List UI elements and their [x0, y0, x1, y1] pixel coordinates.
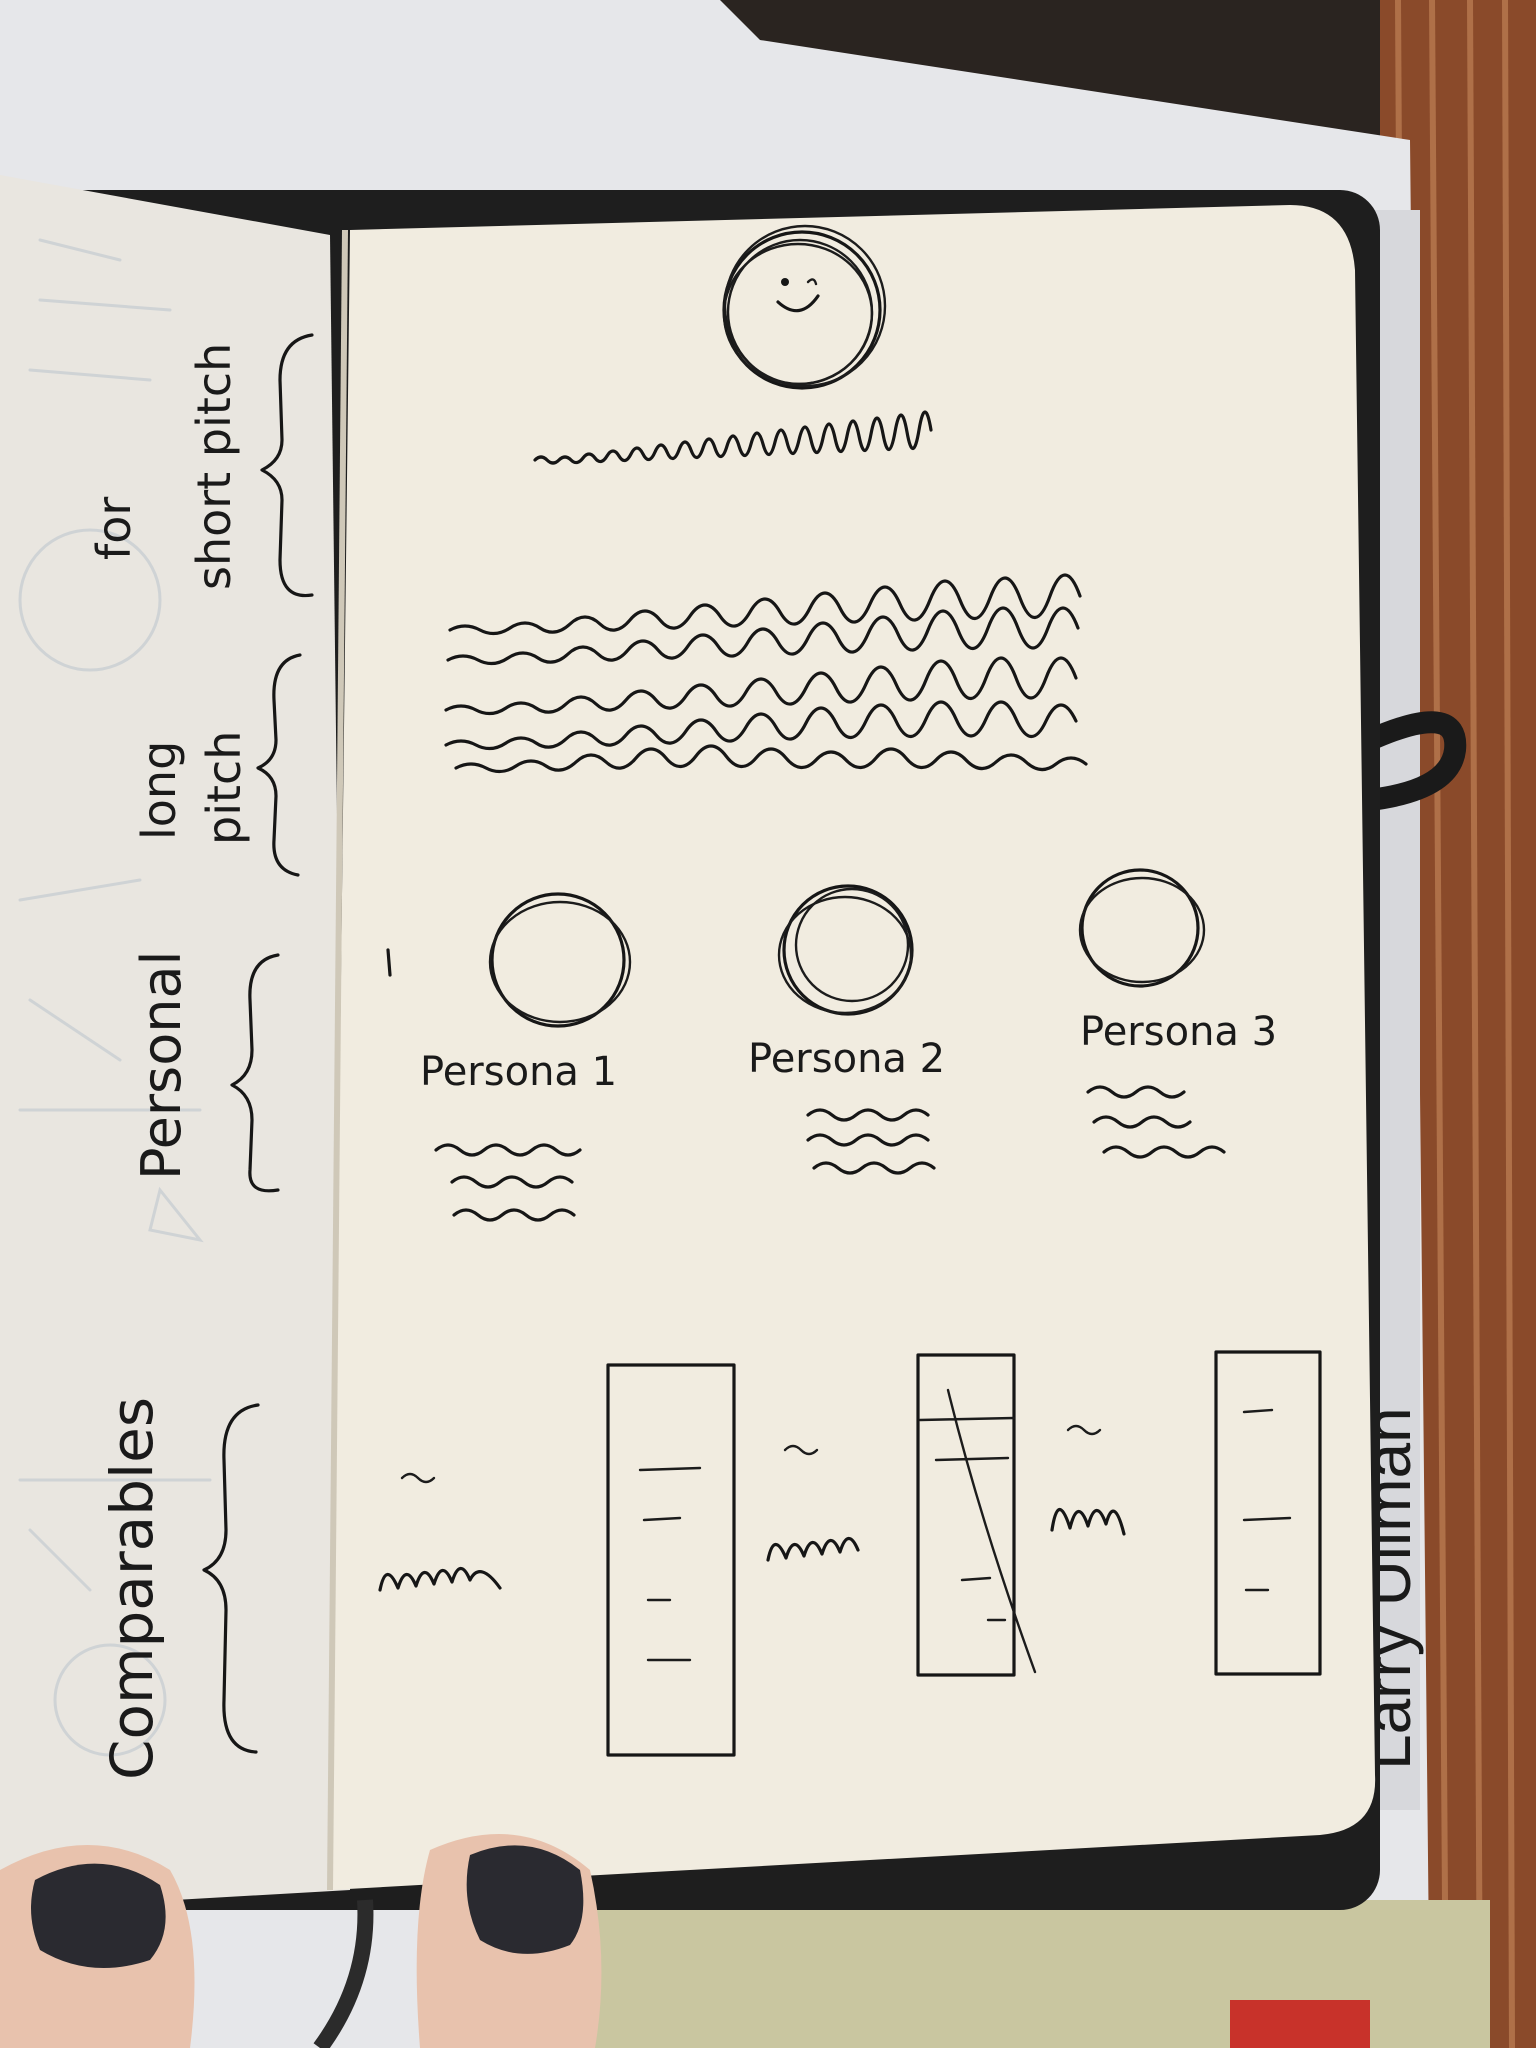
nail-left [31, 1863, 166, 1968]
annotation-pitch: pitch [197, 731, 251, 845]
stray-mark [386, 948, 392, 977]
comparable-1 [378, 1363, 736, 1757]
annotation-short-pitch-text: short pitch [187, 343, 241, 590]
persona-1: Persona 1 [420, 892, 632, 1222]
ghost-marks [18, 238, 212, 1757]
comparable-3-text [1050, 1507, 1126, 1536]
red-label [1230, 2000, 1370, 2048]
persona-3: Persona 3 [1078, 868, 1277, 1159]
comparable-2-bar [916, 1353, 1016, 1677]
smiley-eye-right [806, 278, 818, 286]
hero-avatar [722, 224, 887, 390]
gutter [327, 229, 348, 1891]
brace-short-pitch [260, 333, 314, 598]
smiley-mouth [776, 294, 820, 313]
persona-1-avatar [490, 892, 626, 1028]
persona-2-label: Persona 2 [748, 1036, 945, 1082]
annotation-for: for [87, 497, 141, 560]
brace-long-pitch [256, 653, 302, 877]
comparable-3 [1050, 1350, 1322, 1676]
comparable-3-bar [1214, 1350, 1322, 1676]
persona-3-avatar [1080, 868, 1200, 988]
headline-squiggle [533, 410, 933, 465]
annotation-personal: Personal [130, 950, 280, 1193]
comparable-1-bar [606, 1363, 736, 1757]
comparable-2 [766, 1353, 1037, 1677]
brace-comparables [202, 1403, 260, 1754]
smiley-eye-left [781, 278, 789, 286]
comparable-1-text [378, 1566, 502, 1592]
annotation-short-pitch: for short pitch [87, 333, 314, 598]
annotation-comparables-text: Comparables [98, 1397, 166, 1780]
persona-3-label: Persona 3 [1080, 1009, 1277, 1055]
annotation-long: long [132, 741, 186, 840]
brace-personal [230, 953, 280, 1193]
elastic-band [1365, 711, 1467, 811]
persona-1-label: Persona 1 [420, 1049, 617, 1095]
annotation-personal-text: Personal [130, 950, 193, 1180]
nail-right [466, 1845, 584, 1954]
annotation-comparables: Comparables [98, 1397, 260, 1780]
persona-2: Persona 2 [748, 884, 945, 1175]
long-pitch-paragraph [444, 573, 1088, 774]
right-page [330, 205, 1376, 1890]
hand-fingers [0, 1834, 602, 2048]
left-page [0, 175, 350, 1910]
comparable-2-text [766, 1536, 860, 1562]
annotation-long-pitch: long pitch [132, 653, 302, 877]
bookmark-ribbon [313, 1899, 374, 2048]
